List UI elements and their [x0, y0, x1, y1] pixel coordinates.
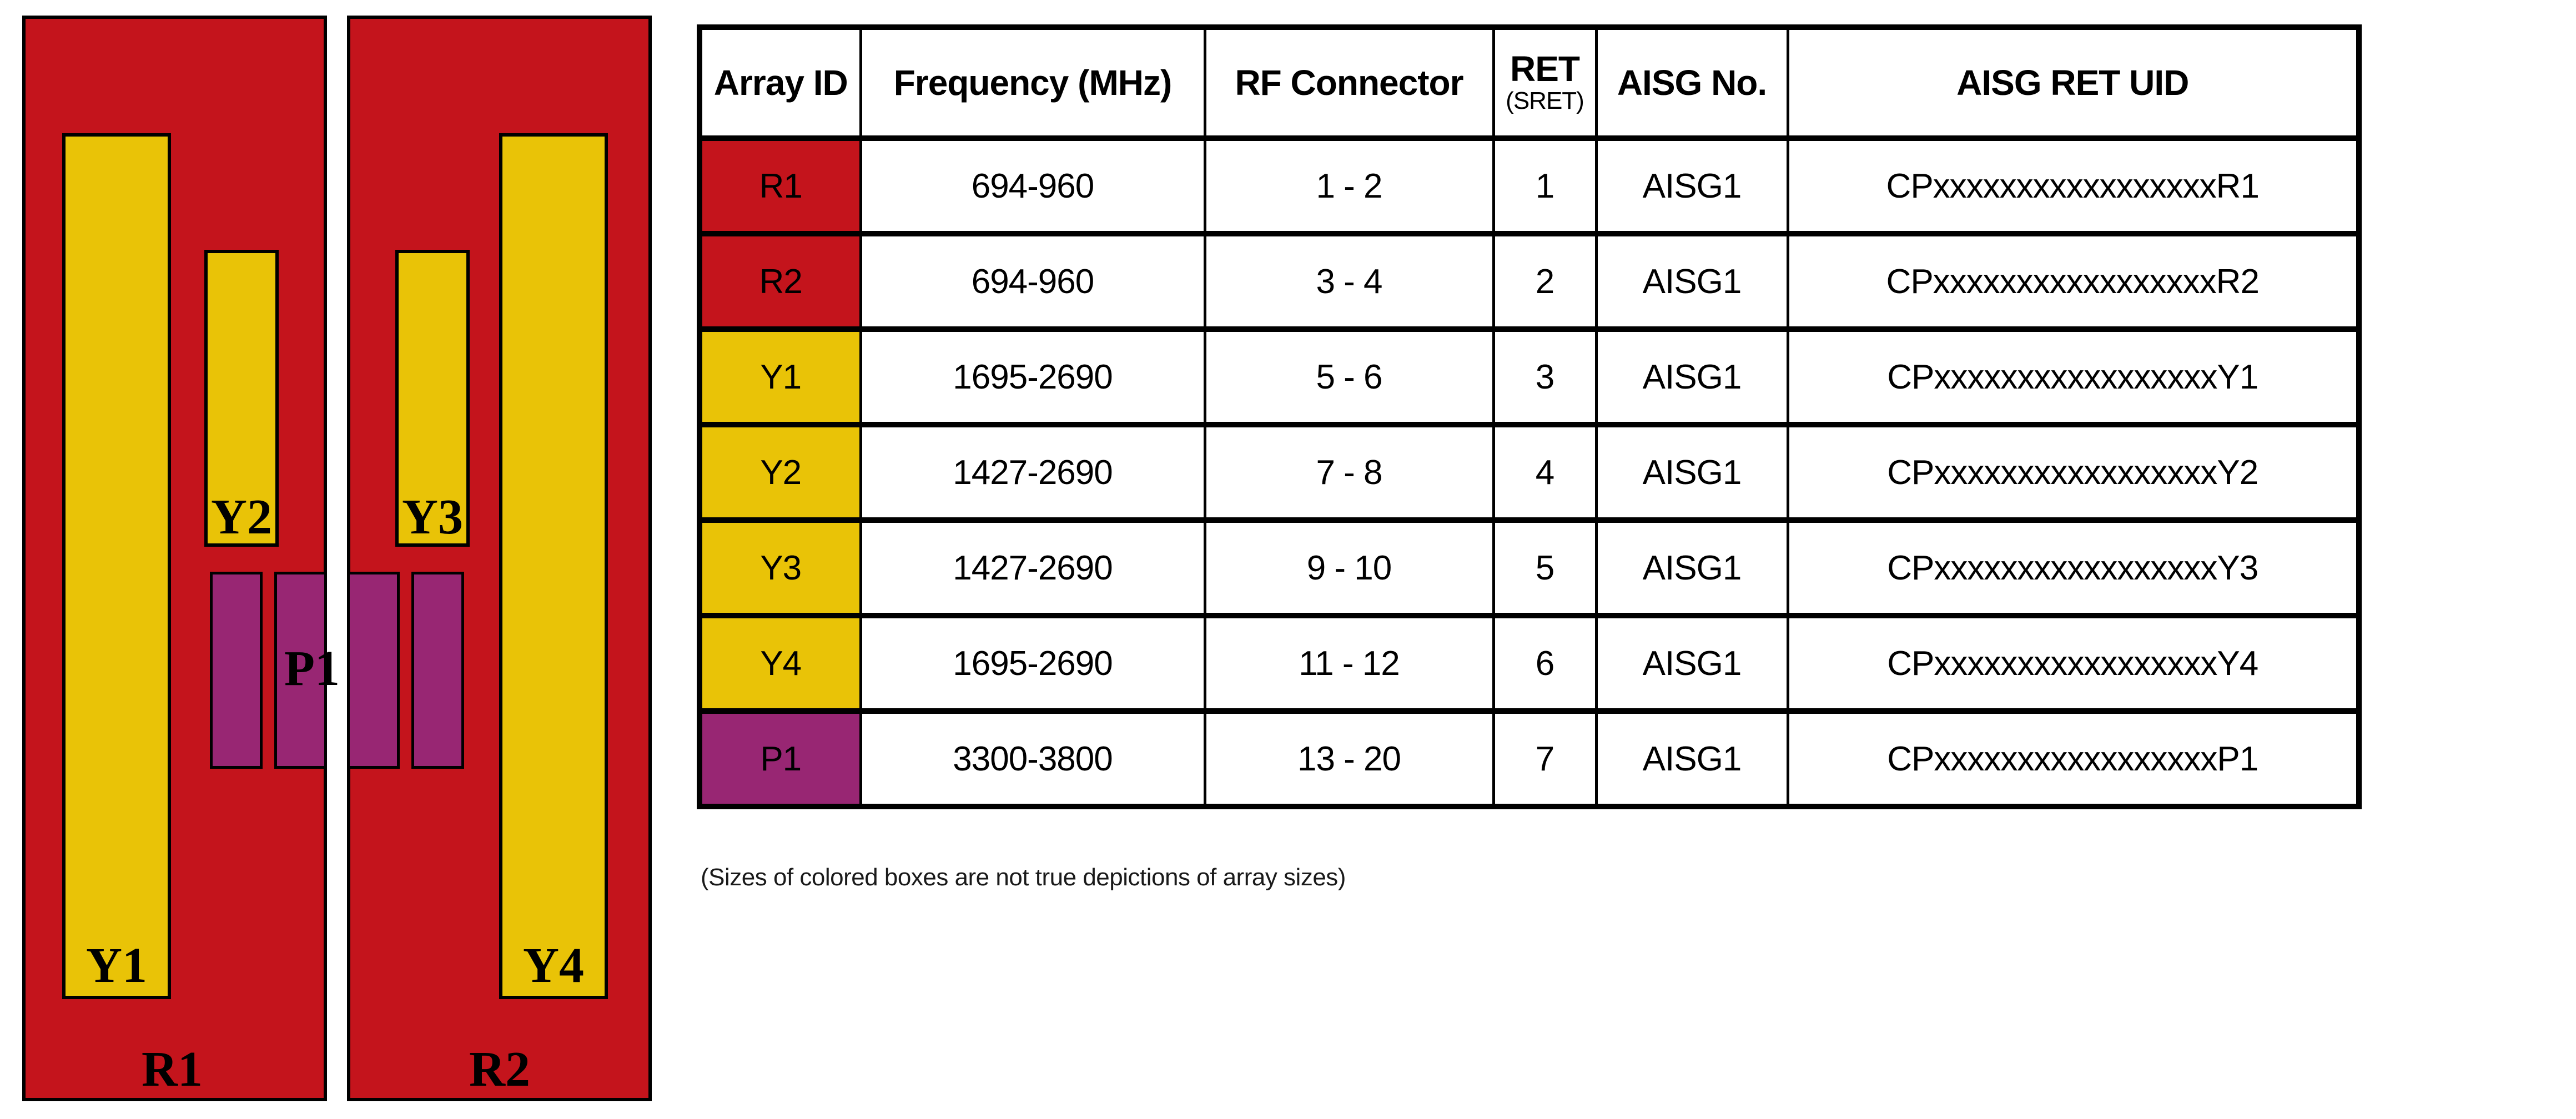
aisg-ret-uid-cell: CPxxxxxxxxxxxxxxxxxR1: [1786, 135, 2361, 236]
aisg-no-cell: AISG1: [1594, 422, 1789, 523]
header-ret: RET (SRET): [1492, 24, 1598, 141]
ret-cell: 1: [1492, 135, 1598, 236]
array-id-cell: R2: [698, 231, 862, 332]
table-row-y3: Y3 1427-2690 9 - 10 5 AISG1 CPxxxxxxxxxx…: [698, 517, 2361, 618]
array-box-y2: [204, 250, 279, 547]
aisg-no-cell: AISG1: [1594, 231, 1789, 332]
rf-connector-cell: 13 - 20: [1203, 708, 1495, 809]
header-rf-connector: RF Connector: [1203, 24, 1495, 141]
array-id-cell: R1: [698, 135, 862, 236]
frequency-cell: 694-960: [859, 135, 1206, 236]
array-id-cell: Y3: [698, 517, 862, 618]
table-row-y1: Y1 1695-2690 5 - 6 3 AISG1 CPxxxxxxxxxxx…: [698, 326, 2361, 427]
array-box-y1: [62, 133, 171, 999]
array-box-p1-bar-2: [274, 572, 327, 769]
ret-cell: 6: [1492, 613, 1598, 714]
aisg-ret-uid-cell: CPxxxxxxxxxxxxxxxxxY4: [1786, 613, 2361, 714]
array-label-y1: Y1: [86, 938, 147, 993]
ret-cell: 4: [1492, 422, 1598, 523]
aisg-no-cell: AISG1: [1594, 326, 1789, 427]
ret-cell: 2: [1492, 231, 1598, 332]
rf-connector-cell: 11 - 12: [1203, 613, 1495, 714]
array-label-p1: P1: [284, 641, 340, 696]
aisg-ret-uid-cell: CPxxxxxxxxxxxxxxxxxP1: [1786, 708, 2361, 809]
aisg-ret-uid-cell: CPxxxxxxxxxxxxxxxxxY3: [1786, 517, 2361, 618]
table-body: R1 694-960 1 - 2 1 AISG1 CPxxxxxxxxxxxxx…: [698, 135, 2361, 809]
aisg-no-cell: AISG1: [1594, 517, 1789, 618]
rf-connector-cell: 9 - 10: [1203, 517, 1495, 618]
table-row-p1: P1 3300-3800 13 - 20 7 AISG1 CPxxxxxxxxx…: [698, 708, 2361, 809]
array-label-r1: R1: [142, 1042, 203, 1097]
frequency-cell: 1427-2690: [859, 517, 1206, 618]
ret-cell: 5: [1492, 517, 1598, 618]
array-box-y4: [499, 133, 608, 999]
table-header: Array ID Frequency (MHz) RF Connector RE…: [698, 24, 2361, 141]
array-id-cell: P1: [698, 708, 862, 809]
frequency-cell: 694-960: [859, 231, 1206, 332]
header-row: Array ID Frequency (MHz) RF Connector RE…: [698, 24, 2361, 141]
aisg-ret-uid-cell: CPxxxxxxxxxxxxxxxxxR2: [1786, 231, 2361, 332]
array-id-cell: Y4: [698, 613, 862, 714]
header-aisg-ret-uid: AISG RET UID: [1786, 24, 2361, 141]
header-ret-main: RET: [1510, 49, 1580, 89]
header-aisg-no: AISG No.: [1594, 24, 1789, 141]
frequency-cell: 1695-2690: [859, 326, 1206, 427]
table-row-y2: Y2 1427-2690 7 - 8 4 AISG1 CPxxxxxxxxxxx…: [698, 422, 2361, 523]
array-box-p1-bar-4: [411, 572, 464, 769]
header-array-id: Array ID: [698, 24, 862, 141]
frequency-cell: 1427-2690: [859, 422, 1206, 523]
rf-connector-cell: 3 - 4: [1203, 231, 1495, 332]
rf-connector-cell: 5 - 6: [1203, 326, 1495, 427]
antenna-face-diagram: Y1 Y2 Y3 Y4 R1 R2 P1: [0, 0, 694, 1119]
aisg-ret-uid-cell: CPxxxxxxxxxxxxxxxxxY1: [1786, 326, 2361, 427]
table-row-y4: Y4 1695-2690 11 - 12 6 AISG1 CPxxxxxxxxx…: [698, 613, 2361, 714]
header-frequency: Frequency (MHz): [859, 24, 1206, 141]
aisg-no-cell: AISG1: [1594, 135, 1789, 236]
ret-cell: 7: [1492, 708, 1598, 809]
rf-connector-cell: 7 - 8: [1203, 422, 1495, 523]
frequency-cell: 3300-3800: [859, 708, 1206, 809]
size-disclaimer-note: (Sizes of colored boxes are not true dep…: [701, 864, 1346, 891]
aisg-no-cell: AISG1: [1594, 708, 1789, 809]
array-spec-table: Array ID Frequency (MHz) RF Connector RE…: [697, 24, 2362, 809]
array-box-p1-bar-1: [210, 572, 263, 769]
array-label-y3: Y3: [402, 490, 463, 545]
frequency-cell: 1695-2690: [859, 613, 1206, 714]
table-row-r2: R2 694-960 3 - 4 2 AISG1 CPxxxxxxxxxxxxx…: [698, 231, 2361, 332]
rf-connector-cell: 1 - 2: [1203, 135, 1495, 236]
ret-cell: 3: [1492, 326, 1598, 427]
array-box-p1-bar-3: [347, 572, 400, 769]
array-label-y4: Y4: [523, 938, 584, 993]
header-ret-sub: (SRET): [1506, 87, 1584, 115]
array-label-r2: R2: [469, 1042, 530, 1097]
array-id-cell: Y2: [698, 422, 862, 523]
aisg-ret-uid-cell: CPxxxxxxxxxxxxxxxxxY2: [1786, 422, 2361, 523]
array-id-cell: Y1: [698, 326, 862, 427]
table-row-r1: R1 694-960 1 - 2 1 AISG1 CPxxxxxxxxxxxxx…: [698, 135, 2361, 236]
array-box-y3: [395, 250, 470, 547]
aisg-no-cell: AISG1: [1594, 613, 1789, 714]
array-label-y2: Y2: [211, 490, 272, 545]
